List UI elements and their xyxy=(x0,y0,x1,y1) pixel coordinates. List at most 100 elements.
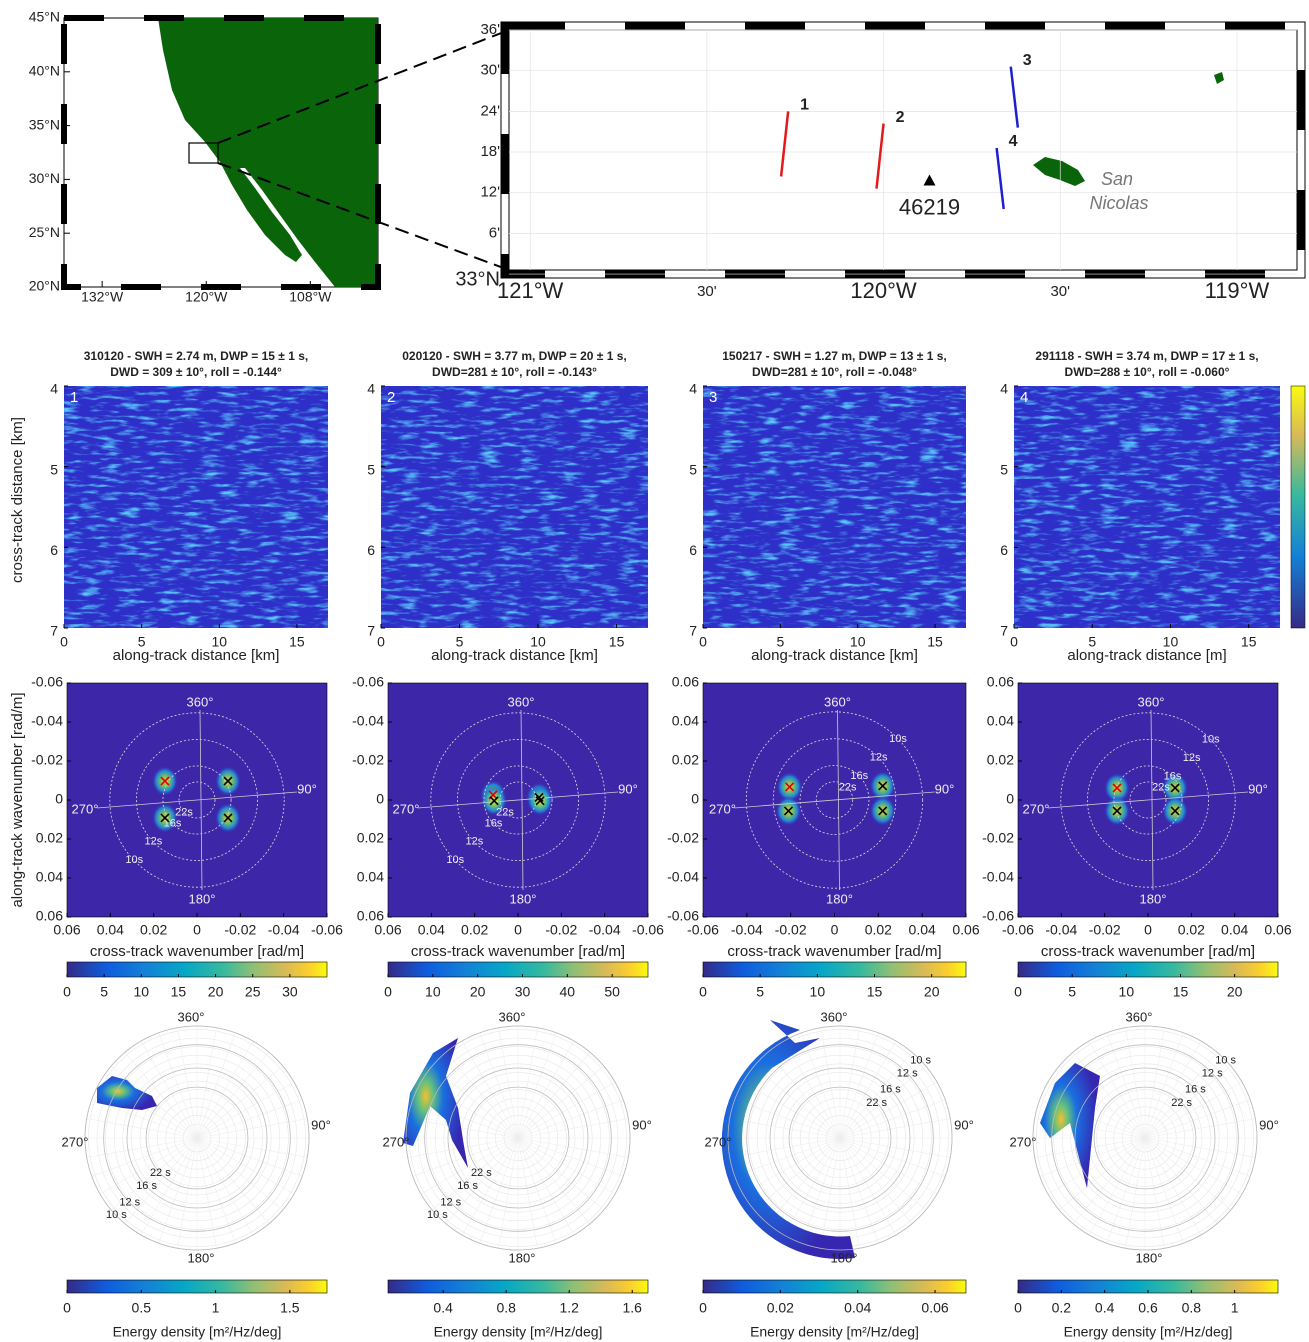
panel-title: DWD=281 ± 10°, roll = -0.048° xyxy=(752,365,917,379)
direction-label: 90° xyxy=(632,1117,652,1132)
direction-label: 360° xyxy=(499,1009,526,1024)
x-tick-label: 121°W xyxy=(497,278,564,303)
direction-label: 180° xyxy=(510,891,537,906)
peak-marker xyxy=(223,813,233,823)
colorbar-tick-label: 0.04 xyxy=(844,1300,871,1316)
y-tick-label: -0.02 xyxy=(31,752,63,768)
period-label: 10 s xyxy=(910,1055,931,1067)
period-label: 22 s xyxy=(866,1097,887,1109)
period-ring xyxy=(136,739,258,861)
period-ring xyxy=(84,1025,310,1251)
colorbar-tick-label: 1.5 xyxy=(280,1300,300,1316)
x-axis-label: along-track distance [km] xyxy=(431,647,598,664)
direction-label: 270° xyxy=(705,1134,732,1149)
y-tick-label: 6' xyxy=(489,224,500,241)
direction-label: 90° xyxy=(935,781,955,796)
x-tick-label: 0.04 xyxy=(97,922,124,938)
x-tick-label: 10 xyxy=(212,634,228,650)
x-tick-label: 0.02 xyxy=(1178,922,1205,938)
y-axis-label: along-track wavenumber [rad/m] xyxy=(9,692,26,907)
y-tick-label: -0.06 xyxy=(352,674,384,690)
connector xyxy=(217,29,510,144)
period-label: 16s xyxy=(485,817,503,829)
colorbar-tick-label: 15 xyxy=(171,984,187,1000)
period-ring xyxy=(457,739,579,861)
x-tick-label: 0 xyxy=(377,634,385,650)
x-tick-label: -0.04 xyxy=(589,922,621,938)
colorbar-tick-label: 1 xyxy=(1231,1300,1239,1316)
direction-label: 270° xyxy=(383,1134,410,1149)
x-tick-label: -0.04 xyxy=(268,922,300,938)
y-tick-label: 7 xyxy=(367,623,375,639)
colorbar-label: Energy density [m²/Hz/deg] xyxy=(750,1324,919,1340)
colorbar-label: Energy density [m²/Hz/deg] xyxy=(113,1324,282,1340)
period-ring xyxy=(746,1044,934,1232)
direction-label: 270° xyxy=(1023,801,1050,816)
colorbar-tick-label: 0 xyxy=(63,984,71,1000)
peak-marker xyxy=(1112,806,1122,816)
peak-marker xyxy=(785,782,795,792)
x-tick-label: 0 xyxy=(831,922,839,938)
colorbar-tick-label: 0 xyxy=(63,1300,71,1316)
track xyxy=(875,123,885,189)
x-tick-label: 0 xyxy=(60,634,68,650)
y-tick-label: 25°N xyxy=(29,224,60,240)
track-label: 1 xyxy=(800,97,809,114)
peak-marker xyxy=(535,796,545,806)
colorbar-tick-label: 0 xyxy=(1014,984,1022,1000)
colorbar-tick-label: 30 xyxy=(282,984,298,1000)
x-tick-label: 0.06 xyxy=(952,922,979,938)
x-tick-label: 0 xyxy=(1144,922,1152,938)
x-tick-label: -0.02 xyxy=(1089,922,1121,938)
colorbar-tick-label: 15 xyxy=(1173,984,1189,1000)
direction-line xyxy=(96,791,298,809)
peak-marker xyxy=(783,806,794,816)
panel-number: 3 xyxy=(709,389,717,406)
x-tick-label: 120°W xyxy=(850,278,917,303)
x-tick-label: -0.02 xyxy=(545,922,577,938)
x-tick-label: -0.04 xyxy=(731,922,763,938)
period-label: 22 s xyxy=(150,1167,171,1179)
peak-marker xyxy=(878,781,888,791)
direction-label: 270° xyxy=(62,1134,89,1149)
period-label: 12s xyxy=(466,836,484,848)
period-ring xyxy=(447,1067,589,1209)
x-axis-label: cross-track wavenumber [rad/m] xyxy=(1041,943,1255,960)
panel-title: 310120 - SWH = 2.74 m, DWP = 15 ± 1 s, xyxy=(84,349,308,363)
x-tick-label: -0.06 xyxy=(632,922,664,938)
spectrum-contour xyxy=(1040,1063,1100,1188)
y-tick-label: -0.04 xyxy=(982,869,1014,885)
y-tick-label: 5 xyxy=(1000,461,1008,477)
period-ring xyxy=(178,781,216,819)
colorbar-tick-label: 5 xyxy=(756,984,764,1000)
panel-title: DWD = 309 ± 10°, roll = -0.144° xyxy=(110,365,282,379)
track xyxy=(779,111,790,177)
panel-title: 020120 - SWH = 3.77 m, DWP = 20 ± 1 s, xyxy=(402,349,626,363)
y-tick-label: 0.04 xyxy=(36,869,63,885)
period-ring xyxy=(1051,1044,1239,1232)
island xyxy=(1033,157,1085,186)
x-tick-label: 5 xyxy=(138,634,146,650)
y-tick-label: 40°N xyxy=(29,63,60,79)
y-tick-label: 6 xyxy=(50,542,58,558)
period-label: 12 s xyxy=(119,1196,140,1208)
x-tick-label: 119°W xyxy=(1205,278,1270,303)
x-tick-label: 30' xyxy=(697,283,717,300)
colorbar-tick-label: 15 xyxy=(867,984,883,1000)
x-tick-label: 5 xyxy=(456,634,464,650)
y-tick-label: 30°N xyxy=(29,170,60,186)
x-tick-label: 15 xyxy=(289,634,305,650)
x-tick-label: -0.02 xyxy=(775,922,807,938)
x-tick-label: 10 xyxy=(530,634,546,650)
x-axis-label: cross-track wavenumber [rad/m] xyxy=(411,943,625,960)
x-tick-label: 0 xyxy=(1010,634,1018,650)
period-label: 10s xyxy=(125,854,143,866)
peak-marker xyxy=(1112,783,1122,793)
map-border xyxy=(61,15,381,290)
direction-line xyxy=(1047,791,1249,809)
sar-image xyxy=(64,386,328,628)
y-tick-label: 0.04 xyxy=(987,713,1014,729)
buoy-label: 46219 xyxy=(899,194,960,219)
colorbar-tick-label: 10 xyxy=(425,984,441,1000)
colorbar-tick-label: 0 xyxy=(699,984,707,1000)
